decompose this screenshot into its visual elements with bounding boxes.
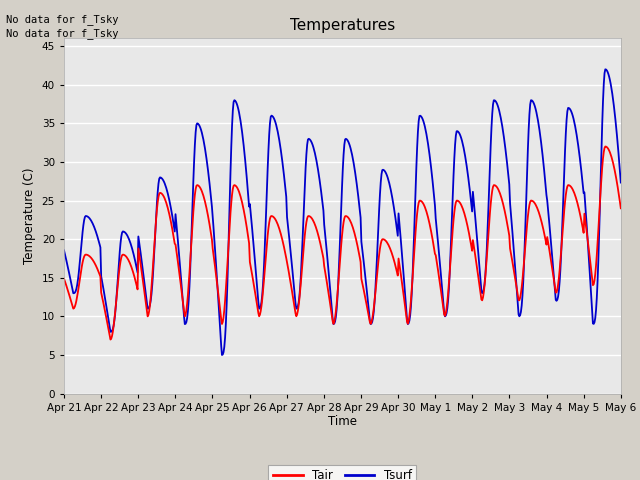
Legend: Tair, Tsurf: Tair, Tsurf [268, 465, 417, 480]
Tair [602, 144, 609, 149]
Tair [411, 240, 419, 246]
Tsurf [411, 210, 419, 216]
Line: Tair: Tair [64, 146, 621, 339]
Tsurf [214, 281, 221, 287]
Tair [70, 305, 78, 311]
X-axis label: Time: Time [328, 415, 357, 429]
Tair [185, 282, 193, 288]
Tsurf [70, 290, 78, 296]
Tair [617, 205, 625, 211]
Tsurf [184, 308, 192, 314]
Tsurf [127, 243, 135, 249]
Text: No data for f_Tsky
No data for f_Tsky: No data for f_Tsky No data for f_Tsky [6, 14, 119, 39]
Tsurf [60, 247, 68, 253]
Tair [128, 266, 136, 272]
Tair [214, 289, 222, 295]
Title: Temperatures: Temperatures [290, 18, 395, 33]
Y-axis label: Temperature (C): Temperature (C) [23, 168, 36, 264]
Tsurf [602, 66, 609, 72]
Tair [60, 276, 68, 281]
Tair [428, 228, 435, 234]
Line: Tsurf: Tsurf [64, 69, 621, 355]
Tsurf [218, 352, 226, 358]
Tsurf [617, 180, 625, 185]
Tsurf [428, 165, 435, 170]
Tair [107, 336, 115, 342]
